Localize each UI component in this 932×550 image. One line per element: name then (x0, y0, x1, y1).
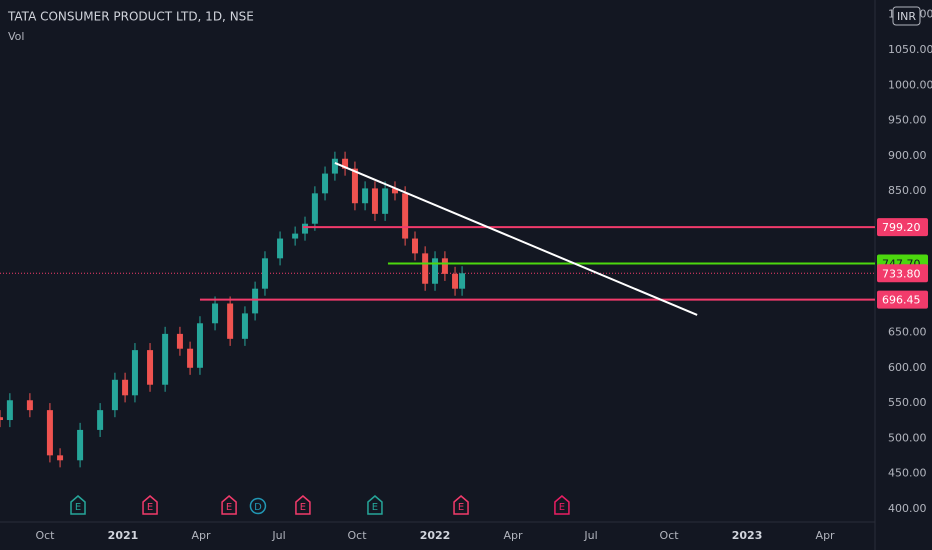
candle-body (252, 288, 259, 314)
event-badge (453, 495, 469, 515)
trend-line (334, 162, 698, 316)
candle-body (57, 455, 64, 461)
candle-body (351, 168, 358, 204)
y-tick-label: 550.00 (888, 396, 927, 409)
x-tick-label: Apr (504, 529, 524, 542)
candle-body (452, 273, 459, 289)
candle-body (331, 158, 338, 174)
event-label: D (254, 502, 262, 513)
price-tag (877, 218, 928, 237)
candle-body (131, 350, 138, 396)
event-label: E (559, 502, 565, 513)
candle-body (292, 233, 299, 239)
candle-body (122, 379, 129, 396)
event-label: E (147, 502, 153, 513)
candle-body (382, 188, 389, 214)
candle-body (241, 313, 248, 339)
y-tick-label: 400.00 (888, 502, 927, 515)
candle-body (432, 258, 439, 284)
candle-body (26, 400, 33, 411)
y-tick-label: 650.00 (888, 325, 927, 338)
candle-body (342, 158, 349, 169)
event-badge (295, 495, 311, 515)
x-tick-label: Jul (271, 529, 285, 542)
candle-body (77, 429, 84, 461)
candle-body (362, 188, 369, 204)
candle-body (422, 253, 429, 284)
y-tick-label: 1000.00 (888, 78, 932, 91)
candle-body (111, 379, 118, 411)
candle-body (402, 193, 409, 239)
event-label: E (372, 502, 378, 513)
y-tick-label: 900.00 (888, 149, 927, 162)
candle-body (176, 333, 183, 349)
x-tick-label: Apr (191, 529, 211, 542)
x-tick-label: Jul (583, 529, 597, 542)
event-badge (70, 495, 86, 515)
currency-badge (892, 6, 921, 26)
candle-body (0, 417, 3, 421)
event-label: E (75, 502, 81, 513)
y-tick-label: 600.00 (888, 361, 927, 374)
y-tick-label: 450.00 (888, 467, 927, 480)
currency-label: INR (897, 10, 916, 23)
candle-body (302, 223, 309, 234)
event-label: E (226, 502, 232, 513)
event-label: E (458, 502, 464, 513)
volume-label: Vol (8, 30, 24, 43)
price-tag-label: 733.80 (882, 267, 921, 280)
candle-body (46, 410, 53, 456)
y-tick-label: 950.00 (888, 114, 927, 127)
x-tick-label: Oct (35, 529, 55, 542)
candle-body (459, 273, 466, 289)
candle-body (212, 303, 219, 324)
candle-body (227, 303, 234, 339)
candle-body (147, 350, 154, 385)
y-tick-label: 500.00 (888, 431, 927, 444)
candle-body (441, 258, 448, 274)
y-tick-label: 850.00 (888, 184, 927, 197)
candle-body (277, 238, 284, 259)
x-tick-label: 2023 (732, 529, 763, 542)
x-tick-label: Oct (660, 529, 680, 542)
price-tag (877, 264, 928, 283)
candle-body (162, 333, 169, 385)
event-label: E (300, 502, 306, 513)
candle-body (196, 323, 203, 368)
x-tick-label: 2022 (420, 529, 451, 542)
y-tick-label: 1050.00 (888, 43, 932, 56)
price-tag (877, 290, 928, 309)
event-badge (221, 495, 237, 515)
candle-body (371, 188, 378, 214)
candle-body (412, 238, 419, 254)
event-badge (367, 495, 383, 515)
candle-body (97, 410, 104, 430)
candle-body (322, 173, 329, 194)
candle-body (311, 193, 318, 224)
chart-title: TATA CONSUMER PRODUCT LTD, 1D, NSE (7, 10, 254, 24)
x-tick-label: 2021 (108, 529, 139, 542)
candle-body (261, 258, 268, 289)
price-tag-label: 696.45 (882, 294, 921, 307)
x-tick-label: Oct (348, 529, 368, 542)
event-badge (554, 495, 570, 515)
x-tick-label: Apr (816, 529, 836, 542)
price-tag-label: 799.20 (882, 221, 921, 234)
candle-body (391, 188, 398, 194)
candle-body (187, 348, 194, 368)
event-badge (249, 497, 267, 515)
candle-body (6, 400, 13, 421)
event-badge (142, 495, 158, 515)
